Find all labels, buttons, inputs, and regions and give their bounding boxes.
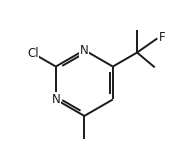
Text: Cl: Cl [27, 47, 39, 60]
Text: F: F [159, 31, 166, 44]
Text: N: N [51, 93, 60, 106]
Text: N: N [80, 44, 89, 57]
